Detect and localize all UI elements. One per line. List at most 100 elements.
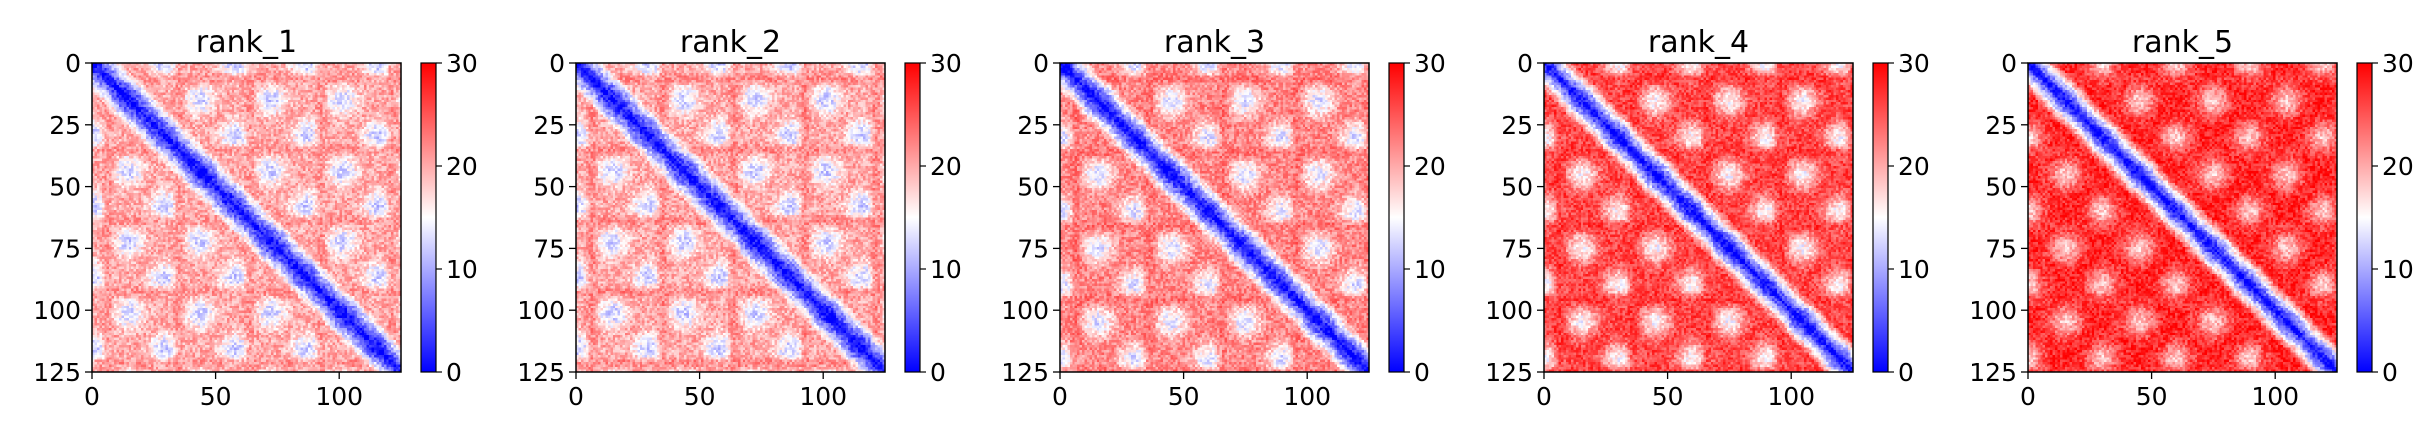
heatmap-cell (389, 83, 392, 86)
heatmap-cell (389, 88, 392, 91)
heatmap-cell (109, 83, 112, 86)
heatmap-cell (367, 92, 370, 95)
heatmap-cell (396, 97, 399, 100)
heatmap-cell (239, 90, 242, 93)
heatmap-cell (126, 83, 129, 86)
heatmap-cell (210, 65, 213, 68)
heatmap-cell (183, 65, 186, 68)
heatmap-cell (112, 102, 115, 105)
heatmap-cell (153, 105, 156, 108)
heatmap-cell (163, 70, 166, 73)
heatmap-cell (163, 102, 166, 105)
heatmap-cell (156, 102, 159, 105)
heatmap-cell (193, 105, 196, 108)
heatmap-cell (357, 75, 360, 78)
heatmap-cell (126, 73, 129, 76)
heatmap-cell (352, 68, 355, 71)
heatmap-cell (121, 90, 124, 93)
heatmap-cell (107, 80, 110, 83)
heatmap-cell (303, 68, 306, 71)
heatmap-cell (158, 92, 161, 95)
heatmap-cell (146, 75, 149, 78)
heatmap-cell (163, 88, 166, 91)
heatmap-cell (298, 70, 301, 73)
heatmap-cell (202, 83, 205, 86)
heatmap-cell (148, 105, 151, 108)
heatmap-cell (227, 102, 230, 105)
heatmap-cell (293, 97, 296, 100)
heatmap-cell (281, 90, 284, 93)
heatmap-cell (296, 102, 299, 105)
heatmap-cell (173, 95, 176, 98)
heatmap-cell (212, 88, 215, 91)
heatmap-cell (94, 78, 97, 81)
heatmap-cell (283, 105, 286, 108)
heatmap-cell (259, 92, 262, 95)
heatmap-cell (134, 92, 137, 95)
heatmap-cell (224, 105, 227, 108)
heatmap-cell (234, 92, 237, 95)
heatmap-cell (200, 97, 203, 100)
heatmap-cell (376, 102, 379, 105)
heatmap-cell (315, 95, 318, 98)
heatmap-cell (350, 92, 353, 95)
heatmap-cell (180, 80, 183, 83)
heatmap-cell (134, 90, 137, 93)
heatmap-cell (121, 65, 124, 68)
heatmap-cell (119, 97, 122, 100)
heatmap-cell (114, 97, 117, 100)
heatmap-cell (300, 75, 303, 78)
heatmap-cell (202, 105, 205, 108)
heatmap-cell (173, 105, 176, 108)
heatmap-cell (222, 68, 225, 71)
heatmap-cell (347, 85, 350, 88)
heatmap-cell (205, 80, 208, 83)
heatmap-cell (347, 97, 350, 100)
heatmap-cell (97, 88, 100, 91)
heatmap-cell (146, 85, 149, 88)
heatmap-cell (104, 75, 107, 78)
heatmap-cell (369, 68, 372, 71)
heatmap-cell (121, 107, 124, 110)
heatmap-cell (124, 107, 127, 110)
heatmap-cell (269, 95, 272, 98)
heatmap-cell (234, 105, 237, 108)
heatmap-cell (151, 95, 154, 98)
heatmap-cell (249, 105, 252, 108)
heatmap-cell (202, 102, 205, 105)
heatmap-cell (234, 73, 237, 76)
heatmap-cell (352, 95, 355, 98)
heatmap-cell (254, 70, 257, 73)
heatmap-cell (379, 78, 382, 81)
heatmap-cell (335, 97, 338, 100)
heatmap-cell (283, 102, 286, 105)
heatmap-cell (163, 80, 166, 83)
heatmap-cell (308, 75, 311, 78)
heatmap-cell (224, 102, 227, 105)
heatmap-cell (269, 78, 272, 81)
heatmap-cell (293, 107, 296, 110)
heatmap-cell (97, 83, 100, 86)
heatmap-cell (276, 73, 279, 76)
heatmap-cell (141, 70, 144, 73)
heatmap-cell (332, 90, 335, 93)
heatmap-cell (229, 97, 232, 100)
heatmap-cell (347, 88, 350, 91)
heatmap-cell (144, 107, 147, 110)
heatmap-cell (342, 73, 345, 76)
heatmap-cell (232, 102, 235, 105)
heatmap-cell (359, 95, 362, 98)
heatmap-cell (215, 85, 218, 88)
heatmap-cell (381, 88, 384, 91)
heatmap-cell (367, 95, 370, 98)
heatmap-cell (114, 83, 117, 86)
heatmap-cell (303, 107, 306, 110)
heatmap-cell (394, 97, 397, 100)
heatmap-cell (350, 78, 353, 81)
heatmap-cell (161, 107, 164, 110)
heatmap-cell (394, 68, 397, 71)
heatmap-cell (220, 70, 223, 73)
heatmap-cell (261, 92, 264, 95)
heatmap-cell (170, 105, 173, 108)
heatmap-cell (224, 75, 227, 78)
